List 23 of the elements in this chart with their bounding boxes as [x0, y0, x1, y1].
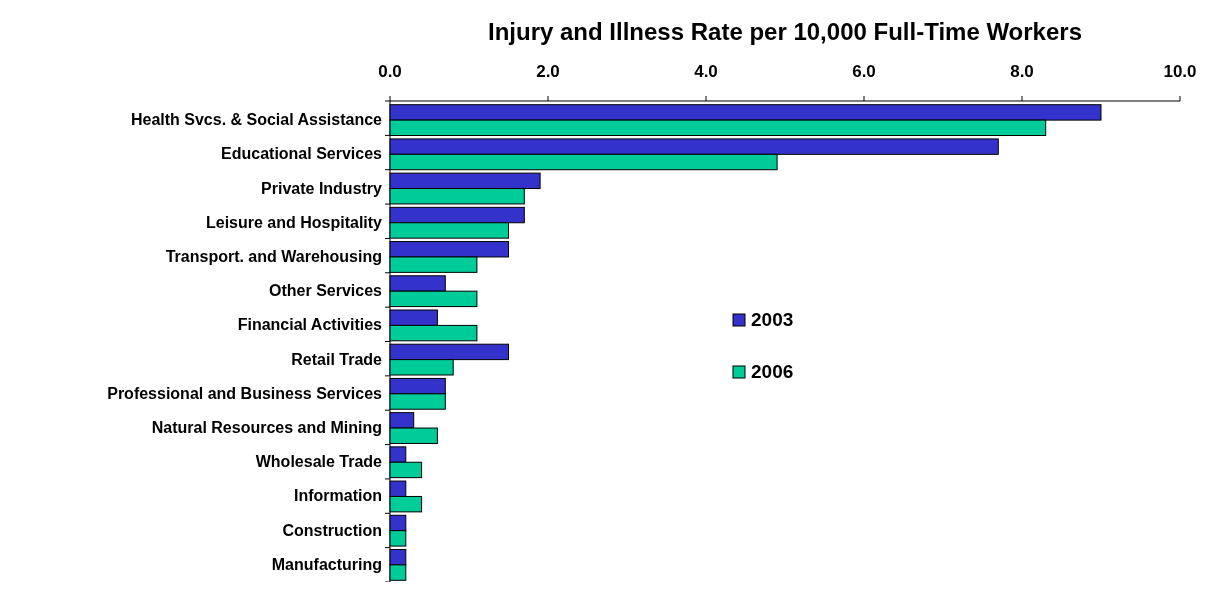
- y-tick-label: Private Industry: [261, 179, 383, 197]
- legend-label: 2003: [751, 309, 794, 330]
- y-tick-label: Retail Trade: [291, 350, 383, 368]
- y-tick-label: Wholesale Trade: [255, 453, 383, 471]
- y-tick-label: Manufacturing: [271, 555, 382, 573]
- chart-title: Injury and Illness Rate per 10,000 Full-Time Workers: [488, 18, 1082, 45]
- y-tick-label: Leisure and Hospitality: [205, 213, 383, 231]
- y-tick-label: Other Services: [269, 282, 383, 300]
- y-tick-label: Information: [294, 487, 382, 505]
- y-tick-label: Educational Services: [221, 145, 383, 163]
- x-tick-label: 6.0: [852, 62, 876, 81]
- y-tick-label: Financial Activities: [237, 316, 383, 334]
- y-tick-label: Health Svcs. & Social Assistance: [130, 111, 383, 129]
- x-tick-label: 10.0: [1163, 62, 1197, 81]
- x-tick-label: 8.0: [1010, 62, 1034, 81]
- y-tick-label: Transport. and Warehousing: [165, 247, 382, 265]
- legend-label: 2006: [751, 361, 794, 382]
- x-tick-label: 0.0: [378, 62, 402, 81]
- x-tick-label: 4.0: [694, 62, 718, 81]
- y-tick-label: Professional and Business Services: [107, 384, 383, 402]
- y-tick-label: Construction: [282, 521, 382, 539]
- y-tick-label: Natural Resources and Mining: [151, 419, 382, 437]
- x-tick-label: 2.0: [536, 62, 560, 81]
